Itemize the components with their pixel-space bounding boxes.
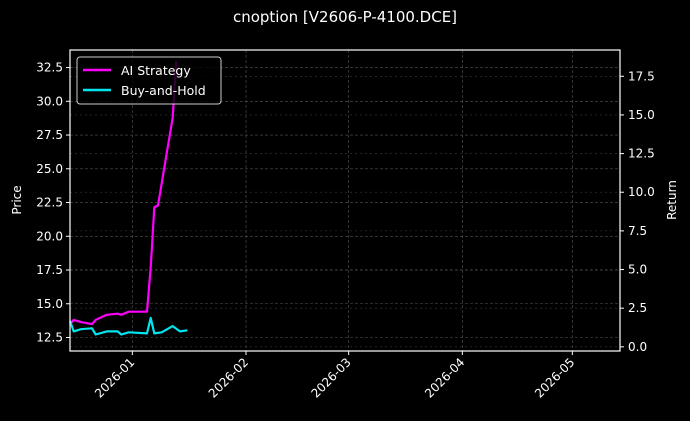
x-tick-label: 2026-03	[308, 355, 353, 400]
legend-label-ai-strategy: AI Strategy	[121, 63, 191, 78]
series-line-buy-and-hold	[68, 316, 188, 336]
legend: AI Strategy Buy-and-Hold	[76, 56, 222, 105]
left-axis-label: Price	[10, 185, 24, 214]
left-tick-label: 30.0	[36, 94, 63, 108]
plot-frame	[69, 49, 621, 352]
right-tick-label: 15.0	[628, 108, 655, 122]
right-tick-label: 17.5	[628, 69, 655, 83]
left-tick-label: 17.5	[36, 263, 63, 277]
right-axis-label: Return	[665, 180, 679, 220]
left-tick-label: 32.5	[36, 61, 63, 75]
right-tick-label: 7.5	[628, 224, 647, 238]
x-tick-label: 2026-02	[206, 355, 251, 400]
x-tick-label: 2026-01	[92, 355, 137, 400]
x-axis: 2026-01 2026-02 2026-03 2026-04 2026-05	[92, 351, 577, 401]
legend-label-buy-and-hold: Buy-and-Hold	[121, 83, 206, 98]
right-tick-label: 5.0	[628, 263, 647, 277]
x-tick-label: 2026-05	[532, 355, 577, 400]
left-tick-label: 27.5	[36, 128, 63, 142]
right-tick-label: 2.5	[628, 301, 647, 315]
left-tick-label: 20.0	[36, 229, 63, 243]
right-tick-label: 10.0	[628, 185, 655, 199]
right-tick-label: 12.5	[628, 147, 655, 161]
chart-title: cnoption [V2606-P-4100.DCE]	[232, 8, 458, 26]
left-tick-label: 12.5	[36, 331, 63, 345]
right-y-axis: 0.0 2.5 5.0 7.5 10.0 12.5 15.0 17.5	[620, 69, 655, 354]
right-tick-label: 0.0	[628, 340, 647, 354]
left-tick-label: 15.0	[36, 297, 63, 311]
legend-item-ai-strategy: AI Strategy	[83, 63, 191, 78]
x-tick-label: 2026-04	[422, 355, 467, 400]
series-lines	[68, 60, 188, 336]
legend-item-buy-and-hold: Buy-and-Hold	[83, 83, 206, 98]
left-tick-label: 25.0	[36, 162, 63, 176]
left-y-axis: 12.5 15.0 17.5 20.0 22.5 25.0 27.5 30.0 32.5	[36, 61, 70, 345]
series-line-ai-strategy	[69, 60, 178, 326]
left-tick-label: 22.5	[36, 196, 63, 210]
